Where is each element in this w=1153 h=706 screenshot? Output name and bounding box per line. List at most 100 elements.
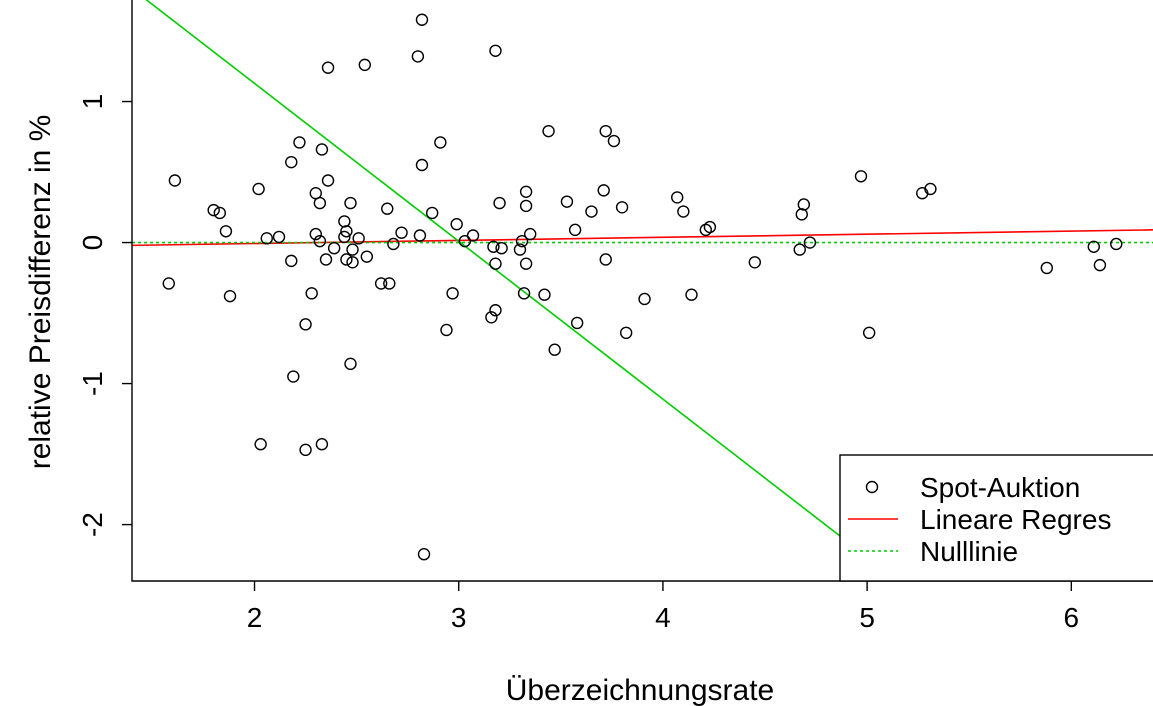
data-point (599, 253, 612, 266)
y-tick-label: 0 (77, 235, 108, 251)
data-point (287, 370, 300, 383)
y-axis-title: relative Preisdifferenz in % (24, 115, 57, 470)
data-point (797, 198, 811, 211)
x-axis-title: Überzeichnungsrate (506, 674, 775, 706)
data-point (285, 155, 298, 169)
data-point (854, 170, 868, 183)
legend-marker (865, 480, 879, 494)
axes-layer: 2 3 4 5 6 -2 -1 0 1 (77, 0, 1153, 633)
series-3-line (145, 0, 852, 545)
data-point (1087, 240, 1100, 253)
data-point (360, 250, 374, 263)
data-point (207, 203, 220, 217)
data-point (299, 318, 312, 331)
data-point (862, 326, 876, 340)
data-point (489, 44, 502, 57)
y-tick-label: -2 (77, 512, 108, 537)
data-point (519, 257, 533, 270)
data-point (252, 182, 265, 196)
data-point (415, 158, 429, 172)
data-point (597, 184, 610, 197)
data-point (346, 256, 359, 269)
data-point (425, 206, 439, 220)
data-point (395, 226, 408, 239)
data-point (313, 196, 327, 210)
data-point (542, 124, 555, 138)
data-point (346, 243, 359, 256)
data-point (638, 292, 651, 306)
data-point (677, 205, 690, 218)
data-point (685, 288, 698, 301)
data-point (619, 326, 633, 340)
legend-label: Nulllinie (920, 536, 1018, 567)
data-point (615, 201, 629, 214)
data-point (411, 50, 425, 63)
data-point (415, 13, 429, 26)
data-point (254, 438, 267, 451)
y-tick-label: -1 (77, 371, 108, 396)
data-point (570, 316, 584, 330)
data-point (523, 227, 537, 241)
data-point (434, 136, 447, 149)
data-point (321, 61, 335, 74)
legend-box (839, 454, 1153, 582)
points-layer (162, 13, 1123, 561)
data-point (321, 174, 335, 187)
data-point (440, 323, 453, 337)
data-point (548, 343, 561, 356)
data-point (340, 225, 353, 238)
data-point (1110, 237, 1123, 251)
x-tick-label: 2 (247, 602, 263, 633)
data-point (493, 196, 506, 210)
data-point (299, 443, 312, 457)
data-point (458, 234, 472, 248)
data-point (168, 174, 182, 187)
data-point (519, 199, 533, 213)
x-tick-label: 4 (655, 602, 671, 633)
data-point (293, 136, 306, 149)
data-point (517, 287, 531, 300)
data-point (793, 243, 806, 256)
data-point (374, 277, 388, 290)
data-point (585, 205, 598, 218)
x-tick-label: 5 (859, 602, 875, 633)
data-point (489, 304, 502, 317)
plot-frame (131, 0, 1153, 582)
data-point (352, 232, 365, 245)
data-point (485, 311, 498, 324)
data-point (309, 227, 322, 241)
data-point (319, 253, 333, 266)
data-point (487, 240, 500, 253)
legend-label: Spot-Auktion (920, 472, 1080, 503)
data-point (285, 254, 298, 268)
x-tick-label: 3 (451, 602, 467, 633)
data-point (795, 208, 808, 221)
data-point (358, 58, 371, 72)
data-point (703, 220, 717, 234)
data-point (162, 277, 175, 290)
data-point (1040, 261, 1054, 275)
y-tick-label: 1 (77, 94, 108, 110)
data-point (924, 182, 937, 196)
data-point (568, 223, 582, 237)
data-point (381, 202, 394, 215)
data-point (466, 229, 480, 242)
data-point (446, 287, 459, 300)
data-point (223, 289, 237, 303)
data-point (495, 241, 508, 255)
data-point (413, 229, 427, 242)
data-point (272, 230, 286, 244)
data-point (213, 206, 227, 220)
data-point (417, 548, 431, 561)
data-point (803, 236, 817, 249)
data-point (338, 230, 351, 244)
data-point (748, 256, 762, 269)
x-tick-label: 6 (1064, 602, 1080, 633)
data-point (1093, 258, 1107, 272)
data-point (515, 234, 529, 248)
data-point (450, 218, 463, 231)
data-point (607, 134, 621, 148)
data-point (538, 288, 551, 301)
data-point (313, 234, 327, 248)
